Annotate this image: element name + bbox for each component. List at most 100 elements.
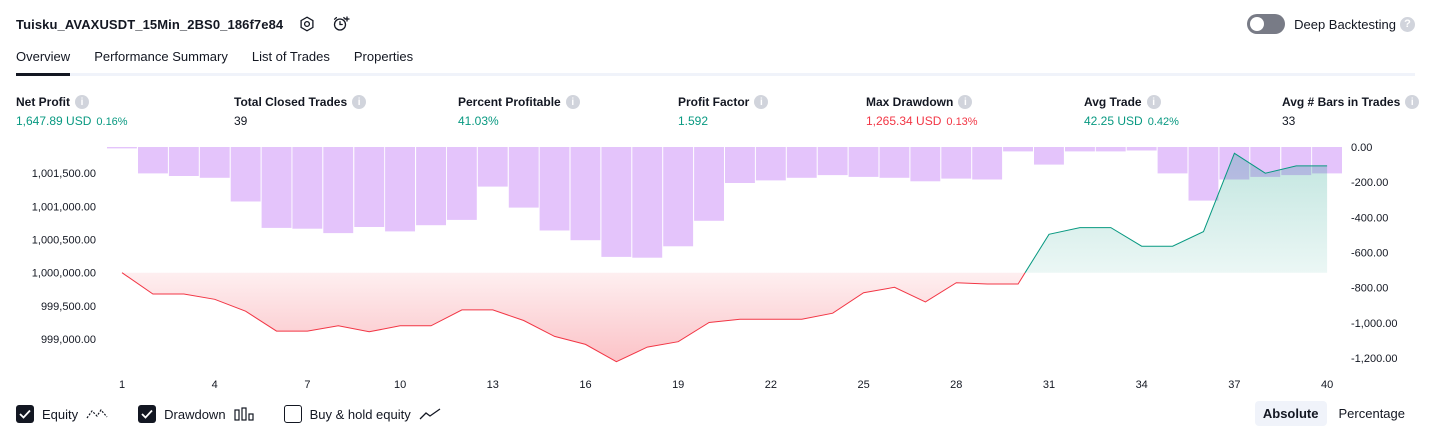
drawdown-bar — [755, 147, 786, 181]
equity-drawdown-chart[interactable]: 1,001,500.00 1,001,000.00 1,000,500.00 1,00… — [0, 140, 1431, 395]
drawdown-bar — [601, 147, 632, 257]
drawdown-bar — [972, 147, 1003, 180]
info-icon[interactable]: i — [958, 95, 973, 109]
buy-hold-checkbox[interactable] — [283, 405, 302, 423]
x-axis-tick-label: 19 — [672, 379, 684, 391]
deep-backtesting-control: Deep Backtesting ? — [1247, 12, 1415, 36]
metric-profit-factor: Profit Factor i 1.592 — [678, 94, 769, 128]
drawdown-bar — [539, 147, 570, 231]
deep-backtesting-label: Deep Backtesting — [1294, 16, 1396, 32]
equity-loss-area — [122, 272, 1026, 362]
mode-absolute-button[interactable]: Absolute — [1254, 401, 1327, 426]
drawdown-bar — [1157, 147, 1188, 174]
value-mode-switch: Absolute Percentage — [1251, 401, 1413, 426]
metric-max-drawdown: Max Drawdown i 1,265.34 USD 0.13% — [866, 94, 978, 128]
drawdown-bar — [1126, 147, 1157, 151]
right-axis-tick-label: -400.00 — [1351, 212, 1388, 224]
left-axis-tick-label: 1,000,000.00 — [32, 268, 96, 280]
drawdown-bar — [1034, 147, 1064, 165]
drawdown-bar — [261, 147, 292, 228]
drawdown-bar — [632, 147, 663, 258]
help-icon[interactable]: ? — [1400, 16, 1415, 32]
drawdown-bar — [446, 147, 477, 220]
metric-label: Total Closed Trades — [234, 95, 348, 109]
x-axis-tick-label: 4 — [212, 379, 218, 391]
legend-buy-hold-equity[interactable]: Buy & hold equity — [283, 405, 441, 423]
right-axis-tick-label: -800.00 — [1351, 283, 1388, 295]
metric-percent: 0.42% — [1147, 116, 1179, 128]
metric-net-profit: Net Profit i 1,647.89 USD 0.16% — [16, 94, 128, 128]
drawdown-bar — [323, 147, 354, 234]
mode-percentage-button[interactable]: Percentage — [1338, 406, 1406, 421]
drawdown-bar — [292, 147, 323, 229]
legend-equity[interactable]: Equity — [16, 405, 108, 423]
drawdown-bar — [570, 147, 601, 241]
drawdown-bar — [941, 147, 972, 179]
drawdown-bar — [725, 147, 755, 183]
info-icon[interactable]: i — [754, 95, 769, 109]
metric-label: Max Drawdown — [866, 95, 954, 109]
metric-value: 41.03% — [458, 114, 499, 128]
equity-checkbox[interactable] — [16, 405, 34, 423]
deep-backtesting-toggle[interactable] — [1247, 14, 1286, 34]
metric-label: Net Profit — [16, 95, 70, 109]
legend-drawdown[interactable]: Drawdown — [138, 405, 254, 423]
metric-value: 42.25 USD — [1084, 114, 1143, 128]
x-axis-tick-label: 16 — [579, 379, 591, 391]
metric-avg-bars-in-trades: Avg # Bars in Trades i 33 — [1282, 94, 1420, 128]
add-alert-icon[interactable] — [331, 14, 351, 34]
x-axis-tick-label: 28 — [950, 379, 962, 391]
metric-percent: 0.13% — [946, 116, 978, 128]
drawdown-bar — [1188, 147, 1219, 201]
info-icon[interactable]: i — [1146, 95, 1161, 109]
x-axis-tick-label: 25 — [857, 379, 869, 391]
left-axis-tick-label: 999,500.00 — [41, 301, 96, 313]
left-axis-tick-label: 1,001,000.00 — [32, 201, 96, 213]
strategy-title: Tuisku_AVAXUSDT_15Min_2BS0_186f7e84 — [16, 16, 284, 32]
drawdown-checkbox[interactable] — [138, 405, 157, 423]
strategy-header: Tuisku_AVAXUSDT_15Min_2BS0_186f7e84 — [16, 12, 351, 36]
drawdown-bar — [385, 147, 415, 232]
x-axis-tick-label: 34 — [1136, 379, 1148, 391]
tab-list-of-trades[interactable]: List of Trades — [251, 49, 330, 64]
drawdown-bar — [107, 147, 137, 149]
drawdown-bar — [910, 147, 941, 182]
right-axis-tick-label: -1,200.00 — [1351, 353, 1397, 365]
right-axis-tick-label: -1,000.00 — [1351, 318, 1397, 330]
info-icon[interactable]: i — [352, 95, 367, 109]
tab-properties[interactable]: Properties — [353, 49, 414, 64]
metric-label: Percent Profitable — [458, 95, 561, 109]
x-axis-tick-label: 22 — [765, 379, 777, 391]
info-icon[interactable]: i — [565, 95, 580, 109]
drawdown-bar — [663, 147, 694, 247]
info-icon[interactable]: i — [1405, 95, 1420, 109]
chart-legend: Equity Drawdown Buy & hold equity — [16, 403, 471, 425]
tab-performance-summary[interactable]: Performance Summary — [94, 49, 228, 64]
x-axis-tick-label: 37 — [1228, 379, 1240, 391]
metric-value: 1,265.34 USD — [866, 114, 942, 128]
drawdown-bar — [694, 147, 724, 221]
drawdown-bar — [848, 147, 879, 177]
metric-value: 33 — [1282, 114, 1296, 128]
left-axis-tick-label: 1,001,500.00 — [32, 168, 96, 180]
metric-total-closed-trades: Total Closed Trades i 39 — [234, 94, 367, 128]
drawdown-bar — [477, 147, 508, 187]
x-axis-tick-label: 10 — [394, 379, 406, 391]
right-axis-tick-label: -200.00 — [1351, 177, 1388, 189]
left-axis-tick-label: 1,000,500.00 — [32, 235, 96, 247]
drawdown-bar — [138, 147, 168, 174]
drawdown-bar — [879, 147, 910, 178]
drawdown-bar — [1095, 147, 1126, 152]
info-icon[interactable]: i — [75, 95, 89, 109]
x-axis-tick-label: 13 — [487, 379, 499, 391]
settings-icon[interactable] — [297, 14, 317, 34]
equity-profit-area — [1025, 153, 1328, 273]
x-axis-tick-label: 31 — [1043, 379, 1055, 391]
drawdown-bar — [1003, 147, 1033, 152]
legend-equity-label: Equity — [42, 406, 79, 422]
right-axis-tick-label: -600.00 — [1351, 248, 1388, 260]
tab-overview[interactable]: Overview — [16, 46, 71, 76]
drawdown-bar — [786, 147, 817, 178]
drawdown-bar — [354, 147, 385, 227]
drawdown-bar — [416, 147, 446, 226]
